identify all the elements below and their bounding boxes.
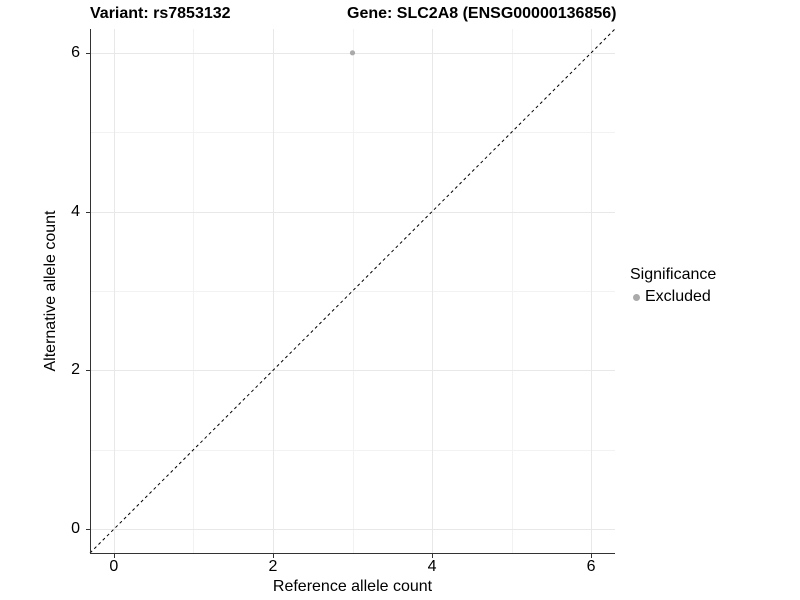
y-tick-label: 0 xyxy=(71,520,80,538)
data-point xyxy=(349,50,356,56)
plot-title-variant: Variant: rs7853132 xyxy=(90,5,231,22)
identity-line xyxy=(89,28,616,554)
legend-item-label: Excluded xyxy=(645,288,711,305)
y-axis-title: Alternative allele count xyxy=(42,210,59,372)
y-tick-label: 4 xyxy=(71,202,80,220)
plot-title-gene: Gene: SLC2A8 (ENSG00000136856) xyxy=(347,5,617,22)
plot-panel xyxy=(86,28,616,558)
x-tick-label: 0 xyxy=(109,558,119,575)
x-tick-label: 4 xyxy=(427,558,437,575)
x-axis-title: Reference allele count xyxy=(272,578,433,595)
y-tick-label: 6 xyxy=(71,43,80,61)
legend-marker-icon xyxy=(633,293,640,301)
legend-items: Excluded xyxy=(630,288,716,306)
legend: Significance Excluded xyxy=(630,266,716,306)
legend-item: Excluded xyxy=(630,288,716,306)
x-tick-label: 2 xyxy=(268,558,278,575)
legend-title: Significance xyxy=(630,266,717,283)
y-tick-label: 2 xyxy=(71,361,80,379)
x-tick-label: 6 xyxy=(586,558,596,575)
